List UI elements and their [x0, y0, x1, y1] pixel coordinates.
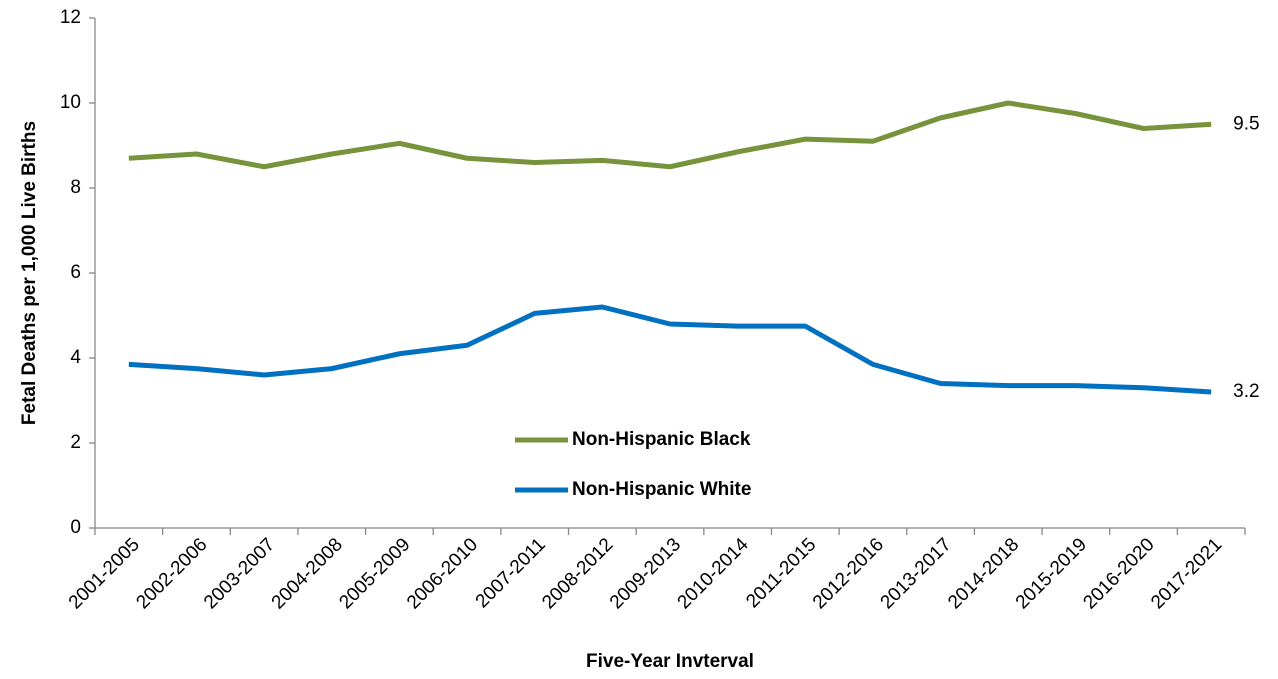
y-tick-label: 4 [70, 347, 81, 368]
x-axis-title: Five-Year Invterval [586, 651, 754, 672]
x-tick-label: 2009-2013 [606, 534, 685, 613]
x-tick-label: 2006-2010 [403, 534, 482, 613]
y-axis-title: Fetal Deaths per 1,000 Live Births [19, 121, 40, 425]
y-tick-label: 10 [60, 92, 81, 113]
x-tick-label: 2002-2006 [132, 534, 211, 613]
x-tick-label: 2008-2012 [538, 534, 617, 613]
y-tick-label: 0 [70, 517, 81, 538]
y-tick-label: 12 [60, 7, 81, 28]
x-tick-label: 2011-2015 [742, 534, 820, 612]
end-label: 3.2 [1233, 381, 1259, 402]
x-tick-label: 2003-2007 [200, 534, 279, 613]
x-tick-label: 2015-2019 [1012, 534, 1091, 613]
x-tick-label: 2001-2005 [65, 534, 144, 613]
x-tick-label: 2017-2021 [1147, 534, 1226, 613]
x-tick-label: 2010-2014 [674, 534, 753, 613]
x-tick-label: 2004-2008 [268, 534, 347, 613]
end-label: 9.5 [1233, 113, 1259, 134]
legend-label: Non-Hispanic White [572, 479, 751, 500]
series-line [128, 100, 1212, 170]
y-tick-label: 8 [70, 177, 81, 198]
x-tick-label: 2012-2016 [809, 534, 888, 613]
series-line [128, 304, 1212, 395]
legend-label: Non-Hispanic Black [572, 429, 751, 450]
y-tick-label: 2 [70, 432, 81, 453]
x-tick-label: 2005-2009 [335, 534, 414, 613]
x-tick-label: 2013-2017 [877, 534, 956, 613]
y-tick-label: 6 [70, 262, 81, 283]
x-tick-label: 2007-2011 [472, 534, 550, 612]
x-tick-label: 2014-2018 [944, 534, 1023, 613]
x-tick-label: 2016-2020 [1080, 534, 1159, 613]
